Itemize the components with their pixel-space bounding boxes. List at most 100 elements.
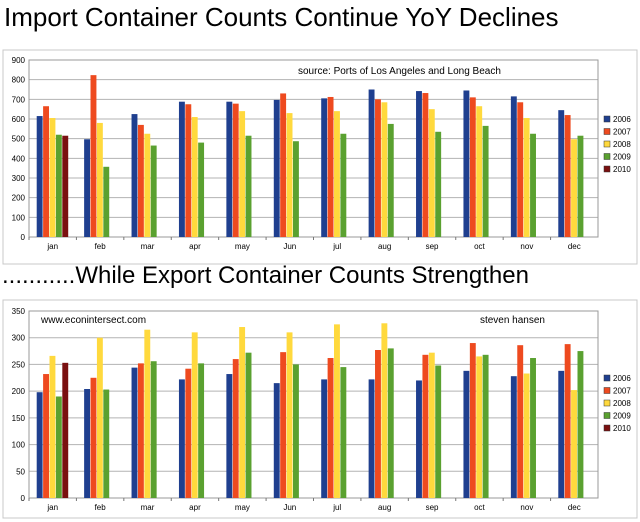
bar-2006	[36, 116, 43, 237]
legend-swatch-2007	[603, 128, 611, 135]
legend-swatch-2007	[603, 387, 611, 394]
bar-2008	[239, 111, 246, 237]
bar-2007	[375, 350, 381, 498]
bar-2007	[564, 115, 571, 237]
x-tick-label: jul	[332, 503, 341, 512]
y-tick-label: 250	[12, 360, 26, 369]
bar-2007	[517, 345, 524, 498]
bar-2009	[245, 352, 252, 498]
y-tick-label: 300	[12, 174, 26, 183]
bar-2009	[340, 133, 347, 237]
bar-2009	[198, 142, 205, 237]
legend-swatch-2008	[603, 140, 611, 148]
y-tick-label: 300	[12, 334, 26, 343]
bar-2009	[340, 367, 347, 498]
bar-2008	[428, 109, 435, 237]
bar-2006	[321, 379, 328, 498]
bar-2006	[178, 101, 185, 238]
bar-2008	[286, 113, 293, 237]
bar-2007	[43, 374, 50, 498]
bar-2010	[62, 135, 69, 237]
legend-swatch-2009	[603, 412, 611, 419]
legend-label-2009: 2009	[613, 412, 631, 421]
legend-swatch-2006	[603, 374, 611, 382]
bar-2006	[226, 101, 233, 238]
bar-2006	[416, 91, 422, 237]
x-tick-label: aug	[378, 242, 391, 251]
x-tick-label: jan	[46, 503, 58, 512]
chart-annotation: source: Ports of Los Angeles and Long Be…	[298, 66, 501, 77]
bar-2009	[577, 351, 584, 498]
x-tick-label: sep	[426, 242, 439, 251]
bar-2009	[435, 365, 442, 498]
bar-2009	[387, 123, 394, 237]
bar-2009	[55, 134, 62, 237]
bar-2009	[435, 131, 442, 237]
bar-2007	[137, 124, 144, 237]
bar-2006	[463, 90, 470, 237]
bar-2008	[334, 111, 340, 237]
bar-2006	[510, 96, 517, 237]
bar-2009	[150, 361, 157, 498]
y-tick-label: 100	[12, 213, 26, 222]
bar-2008	[49, 355, 56, 498]
bar-2006	[273, 383, 280, 498]
bar-2009	[103, 166, 110, 237]
bar-2006	[463, 370, 470, 498]
bar-2007	[564, 344, 571, 498]
bar-2007	[375, 99, 381, 237]
export-chart-title: ...........While Export Container Counts…	[2, 262, 529, 289]
bar-2007	[280, 93, 287, 237]
bar-2006	[36, 392, 43, 498]
bar-2008	[381, 323, 388, 498]
bar-2009	[482, 354, 489, 498]
bar-2007	[422, 93, 429, 237]
bar-2008	[49, 118, 56, 237]
bar-2007	[185, 104, 192, 237]
bar-2006	[131, 367, 138, 498]
y-tick-label: 0	[21, 233, 26, 242]
bar-2008	[334, 324, 340, 498]
bar-2008	[476, 356, 483, 498]
bar-2006	[84, 139, 91, 237]
y-tick-label: 700	[12, 95, 26, 104]
bar-2007	[280, 352, 287, 498]
chart-annotation: steven hansen	[480, 315, 545, 326]
bar-2010	[62, 362, 69, 498]
bar-2009	[55, 396, 62, 498]
bar-2007	[517, 102, 524, 238]
y-tick-label: 900	[12, 56, 26, 65]
import-chart-title: Import Container Counts Continue YoY Dec…	[4, 2, 559, 32]
bar-2006	[131, 114, 138, 237]
legend-label-2009: 2009	[613, 153, 631, 162]
bar-2006	[84, 389, 91, 498]
y-tick-label: 600	[12, 115, 26, 124]
y-tick-label: 200	[12, 194, 26, 203]
x-tick-label: sep	[426, 503, 439, 512]
y-tick-label: 400	[12, 154, 26, 163]
x-tick-label: nov	[520, 242, 533, 251]
bar-2008	[523, 118, 530, 237]
x-tick-label: oct	[474, 242, 485, 251]
bar-2007	[232, 103, 239, 237]
legend-label-2010: 2010	[613, 165, 631, 174]
y-tick-label: 200	[12, 387, 26, 396]
x-tick-label: feb	[95, 242, 107, 251]
y-tick-label: 50	[16, 467, 25, 476]
bar-2008	[96, 122, 103, 237]
bar-2009	[482, 125, 489, 237]
bar-2008	[286, 332, 293, 498]
legend-label-2008: 2008	[613, 399, 631, 408]
legend-swatch-2006	[603, 115, 611, 123]
y-tick-label: 0	[21, 494, 26, 503]
x-tick-label: jul	[332, 242, 341, 251]
x-tick-label: Jun	[283, 503, 296, 512]
bar-2009	[103, 389, 110, 498]
bar-2006	[558, 110, 565, 237]
legend-label-2007: 2007	[613, 128, 631, 137]
bar-2008	[571, 390, 577, 498]
legend-label-2007: 2007	[613, 387, 631, 396]
chart-frame	[2, 49, 638, 265]
bar-2008	[428, 352, 435, 498]
